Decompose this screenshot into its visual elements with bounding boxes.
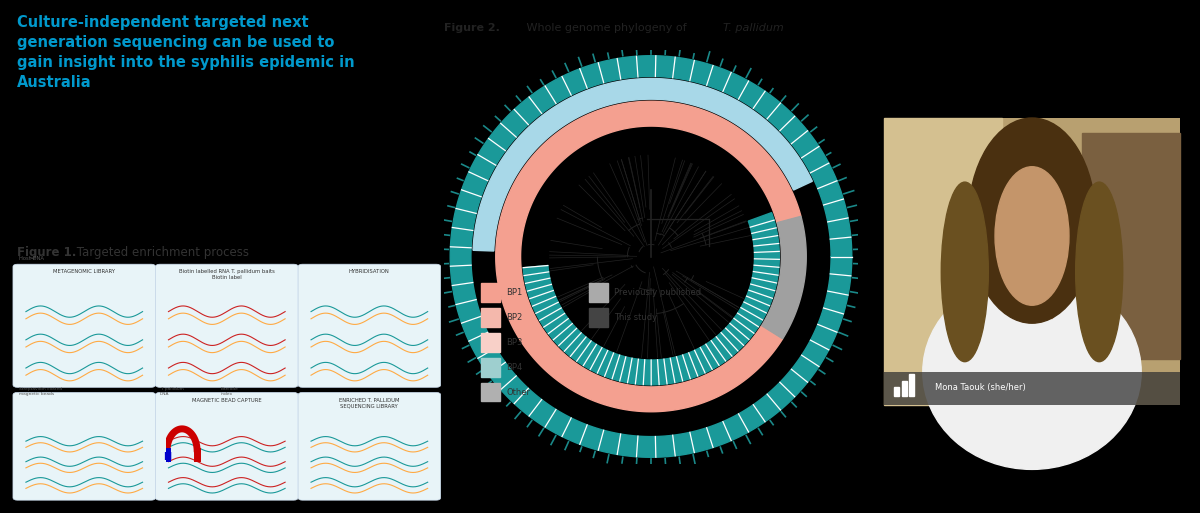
Text: Barcode
index: Barcode index — [221, 387, 238, 396]
Ellipse shape — [968, 118, 1096, 323]
Text: MAGNETIC BEAD CAPTURE: MAGNETIC BEAD CAPTURE — [192, 398, 262, 403]
Text: Biotin labelled RNA T. pallidum baits
Biotin label: Biotin labelled RNA T. pallidum baits Bi… — [179, 269, 275, 280]
Text: N: N — [163, 452, 170, 462]
FancyBboxPatch shape — [13, 264, 156, 387]
Bar — [864, 410, 1200, 513]
Bar — [864, 0, 1200, 128]
FancyBboxPatch shape — [156, 264, 298, 387]
Text: BP3: BP3 — [506, 338, 522, 347]
Bar — [481, 383, 500, 401]
Ellipse shape — [1075, 182, 1123, 362]
Text: Streptavidin coated
magnetic beads: Streptavidin coated magnetic beads — [19, 387, 62, 396]
Bar — [1082, 133, 1180, 359]
Bar — [1012, 267, 1052, 318]
Bar — [589, 283, 607, 302]
Polygon shape — [496, 101, 800, 412]
Bar — [481, 333, 500, 352]
Text: Mona Taouk (she/her): Mona Taouk (she/her) — [935, 383, 1025, 392]
Ellipse shape — [995, 167, 1069, 305]
Text: Targeted enrichment process: Targeted enrichment process — [73, 246, 250, 259]
Text: METAGENOMIC LIBRARY: METAGENOMIC LIBRARY — [53, 269, 115, 274]
Bar — [481, 358, 500, 377]
Text: T. pallidum: T. pallidum — [724, 23, 785, 33]
FancyBboxPatch shape — [13, 392, 156, 500]
Text: Host DNA: Host DNA — [19, 256, 44, 262]
Text: Previously published: Previously published — [613, 288, 701, 297]
Text: This study: This study — [613, 313, 656, 322]
Polygon shape — [523, 212, 779, 385]
Polygon shape — [473, 78, 812, 251]
Bar — [894, 387, 899, 396]
Ellipse shape — [923, 274, 1141, 469]
Bar — [884, 118, 1180, 405]
Text: Figure 2.: Figure 2. — [444, 23, 500, 33]
Text: T. pallidum
DNA: T. pallidum DNA — [160, 387, 184, 396]
FancyBboxPatch shape — [156, 392, 298, 500]
Text: Whole genome phylogeny of: Whole genome phylogeny of — [523, 23, 690, 33]
Text: HYBRIDISATION: HYBRIDISATION — [349, 269, 390, 274]
Bar — [884, 118, 1002, 405]
Text: S: S — [193, 452, 200, 462]
Polygon shape — [762, 216, 806, 339]
Ellipse shape — [941, 182, 989, 362]
Text: BP4: BP4 — [506, 363, 522, 372]
Text: BP2: BP2 — [506, 313, 522, 322]
FancyBboxPatch shape — [298, 264, 440, 387]
Text: Culture-independent targeted next
generation sequencing can be used to
gain insi: Culture-independent targeted next genera… — [17, 15, 355, 90]
Bar — [901, 381, 907, 396]
Polygon shape — [450, 56, 852, 457]
Bar — [481, 283, 500, 302]
Bar — [481, 308, 500, 327]
Text: BP1: BP1 — [506, 288, 522, 297]
Bar — [910, 374, 914, 396]
Bar — [884, 372, 1180, 405]
Text: Other: Other — [506, 388, 530, 397]
Text: ENRICHED T. PALLIDUM
SEQUENCING LIBRARY: ENRICHED T. PALLIDUM SEQUENCING LIBRARY — [340, 398, 400, 408]
FancyBboxPatch shape — [298, 392, 440, 500]
Text: Figure 1.: Figure 1. — [17, 246, 77, 259]
Bar — [589, 308, 607, 327]
